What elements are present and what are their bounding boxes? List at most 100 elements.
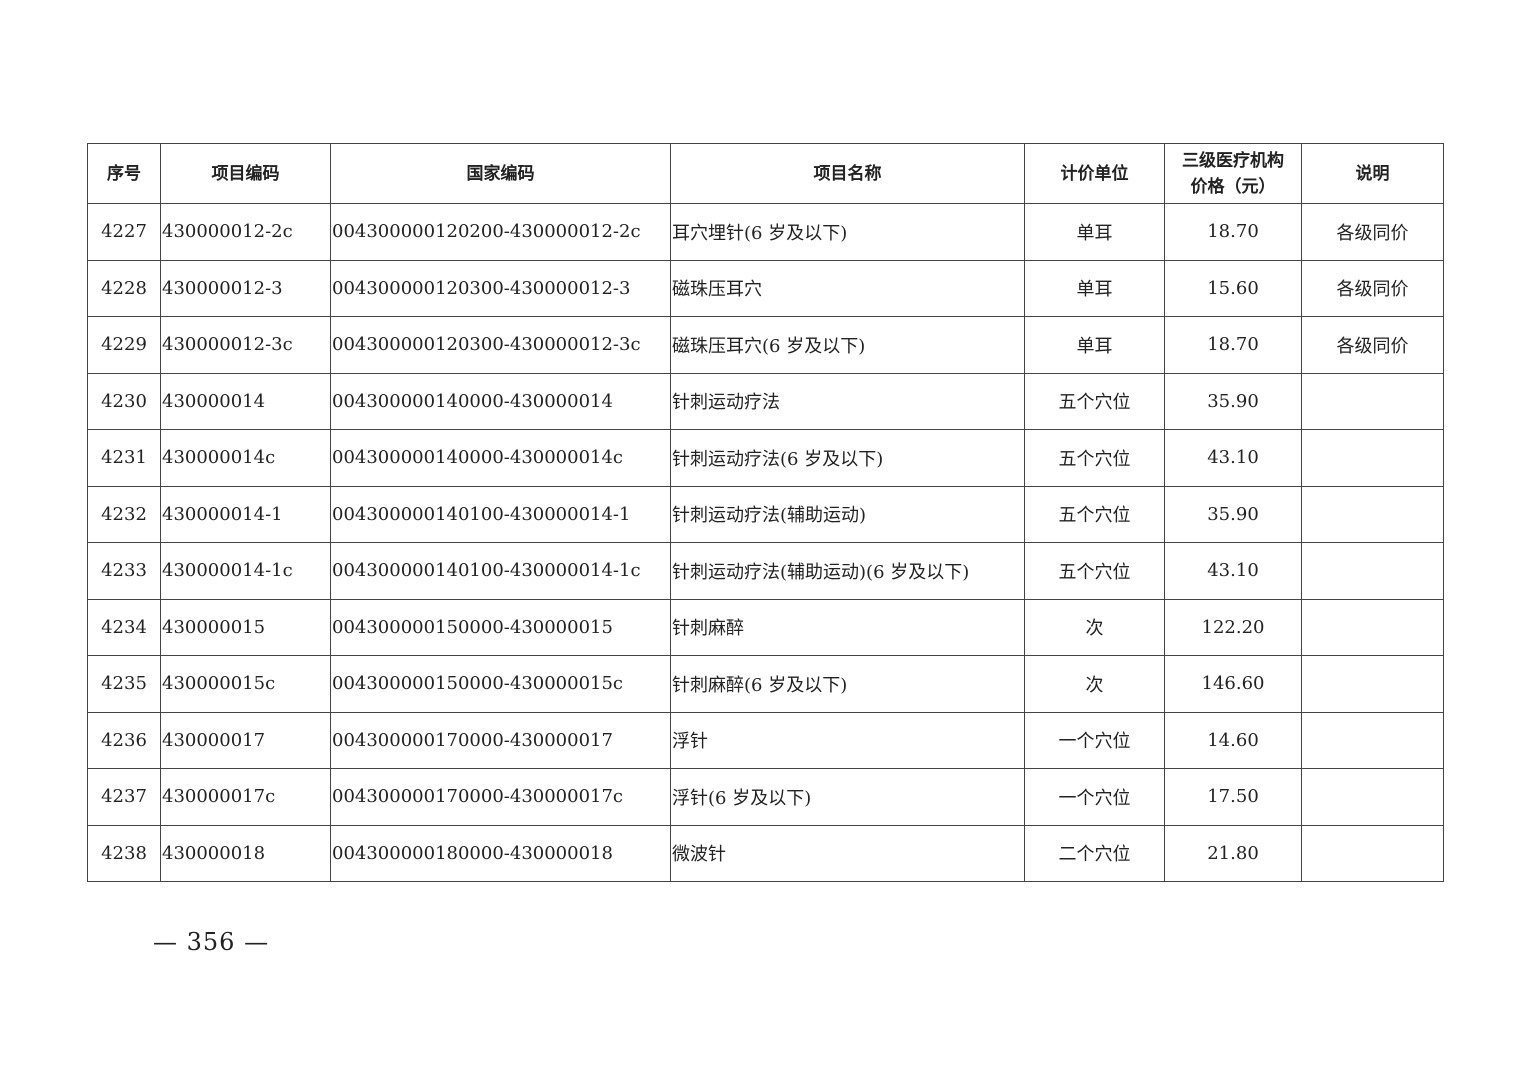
cell-note [1301, 485, 1444, 543]
header-price: 三级医疗机构 价格（元） [1164, 143, 1302, 204]
cell-item-name: 针刺运动疗法(6 岁及以下) [670, 429, 1025, 487]
cell-item-code: 430000014 [160, 372, 331, 430]
table-row: 4227 430000012-2c 004300000120200-43000001… [87, 203, 1444, 261]
table-row: 4232 430000014-1 004300000140100-430000014… [87, 485, 1444, 543]
header-price-line2: 价格（元） [1190, 176, 1276, 197]
cell-note [1301, 542, 1444, 600]
cell-note [1301, 598, 1444, 656]
cell-national-code: 004300000170000-430000017c [330, 768, 671, 826]
cell-unit: 二个穴位 [1024, 824, 1165, 882]
cell-index: 4232 [87, 485, 161, 543]
cell-note: 各级同价 [1301, 316, 1444, 374]
cell-item-code: 430000017 [160, 711, 331, 769]
cell-unit: 五个穴位 [1024, 429, 1165, 487]
table-row: 4234 430000015 004300000150000-430000015 针刺… [87, 598, 1444, 656]
cell-national-code: 004300000150000-430000015c [330, 655, 671, 713]
cell-price: 35.90 [1164, 372, 1302, 430]
cell-national-code: 004300000140000-430000014 [330, 372, 671, 430]
cell-item-code: 430000012-3c [160, 316, 331, 374]
cell-index: 4231 [87, 429, 161, 487]
cell-item-name: 磁珠压耳穴 [670, 259, 1025, 317]
cell-unit: 五个穴位 [1024, 542, 1165, 600]
cell-item-name: 浮针(6 岁及以下) [670, 768, 1025, 826]
cell-national-code: 004300000140000-430000014c [330, 429, 671, 487]
cell-item-code: 430000015c [160, 655, 331, 713]
header-index: 序号 [87, 143, 161, 204]
cell-index: 4230 [87, 372, 161, 430]
cell-price: 122.20 [1164, 598, 1302, 656]
page-number: — 356 — [153, 928, 270, 956]
header-note: 说明 [1301, 143, 1444, 204]
cell-price: 18.70 [1164, 316, 1302, 374]
cell-price: 14.60 [1164, 711, 1302, 769]
table-row: 4230 430000014 004300000140000-430000014 针刺… [87, 372, 1444, 430]
cell-unit: 一个穴位 [1024, 711, 1165, 769]
cell-item-name: 针刺运动疗法 [670, 372, 1025, 430]
cell-index: 4233 [87, 542, 161, 600]
table-row: 4233 430000014-1c 004300000140100-43000001… [87, 542, 1444, 600]
cell-note: 各级同价 [1301, 259, 1444, 317]
cell-item-name: 针刺运动疗法(辅助运动)(6 岁及以下) [670, 542, 1025, 600]
header-unit: 计价单位 [1024, 143, 1165, 204]
cell-price: 18.70 [1164, 203, 1302, 261]
header-row: 序号 项目编码 国家编码 项目名称 计价单位 三级医疗机构 价格（元） 说明 [87, 143, 1444, 204]
header-item-name: 项目名称 [670, 143, 1025, 204]
cell-national-code: 004300000120200-430000012-2c [330, 203, 671, 261]
cell-note [1301, 711, 1444, 769]
cell-item-code: 430000014-1 [160, 485, 331, 543]
cell-item-code: 430000014-1c [160, 542, 331, 600]
header-item-code: 项目编码 [160, 143, 331, 204]
header-price-line1: 三级医疗机构 [1182, 150, 1284, 171]
cell-note [1301, 655, 1444, 713]
cell-unit: 单耳 [1024, 203, 1165, 261]
cell-price: 43.10 [1164, 542, 1302, 600]
cell-item-name: 针刺麻醉 [670, 598, 1025, 656]
cell-item-name: 耳穴埋针(6 岁及以下) [670, 203, 1025, 261]
cell-index: 4228 [87, 259, 161, 317]
cell-item-code: 430000015 [160, 598, 331, 656]
cell-unit: 次 [1024, 655, 1165, 713]
cell-price: 21.80 [1164, 824, 1302, 882]
cell-national-code: 004300000140100-430000014-1c [330, 542, 671, 600]
cell-unit: 一个穴位 [1024, 768, 1165, 826]
table-row: 4238 430000018 004300000180000-430000018 微波… [87, 824, 1444, 882]
cell-national-code: 004300000150000-430000015 [330, 598, 671, 656]
cell-index: 4236 [87, 711, 161, 769]
cell-item-code: 430000012-3 [160, 259, 331, 317]
cell-national-code: 004300000120300-430000012-3 [330, 259, 671, 317]
cell-index: 4238 [87, 824, 161, 882]
cell-item-code: 430000012-2c [160, 203, 331, 261]
cell-unit: 五个穴位 [1024, 485, 1165, 543]
cell-index: 4227 [87, 203, 161, 261]
cell-item-name: 微波针 [670, 824, 1025, 882]
cell-item-name: 浮针 [670, 711, 1025, 769]
price-table: 序号 项目编码 国家编码 项目名称 计价单位 三级医疗机构 价格（元） 说明 42… [87, 143, 1444, 882]
cell-item-name: 针刺运动疗法(辅助运动) [670, 485, 1025, 543]
cell-unit: 次 [1024, 598, 1165, 656]
cell-item-name: 磁珠压耳穴(6 岁及以下) [670, 316, 1025, 374]
cell-note [1301, 372, 1444, 430]
cell-price: 43.10 [1164, 429, 1302, 487]
cell-national-code: 004300000140100-430000014-1 [330, 485, 671, 543]
cell-index: 4229 [87, 316, 161, 374]
cell-unit: 单耳 [1024, 259, 1165, 317]
cell-national-code: 004300000180000-430000018 [330, 824, 671, 882]
table-row: 4236 430000017 004300000170000-430000017 浮针… [87, 711, 1444, 769]
cell-item-code: 430000014c [160, 429, 331, 487]
cell-note [1301, 824, 1444, 882]
cell-item-name: 针刺麻醉(6 岁及以下) [670, 655, 1025, 713]
cell-price: 15.60 [1164, 259, 1302, 317]
cell-national-code: 004300000170000-430000017 [330, 711, 671, 769]
cell-note: 各级同价 [1301, 203, 1444, 261]
table-row: 4231 430000014c 004300000140000-430000014c… [87, 429, 1444, 487]
cell-item-code: 430000018 [160, 824, 331, 882]
cell-price: 17.50 [1164, 768, 1302, 826]
cell-note [1301, 768, 1444, 826]
table-row: 4237 430000017c 004300000170000-430000017c… [87, 768, 1444, 826]
cell-index: 4234 [87, 598, 161, 656]
cell-item-code: 430000017c [160, 768, 331, 826]
table-row: 4228 430000012-3 004300000120300-430000012… [87, 259, 1444, 317]
cell-unit: 单耳 [1024, 316, 1165, 374]
cell-unit: 五个穴位 [1024, 372, 1165, 430]
cell-note [1301, 429, 1444, 487]
